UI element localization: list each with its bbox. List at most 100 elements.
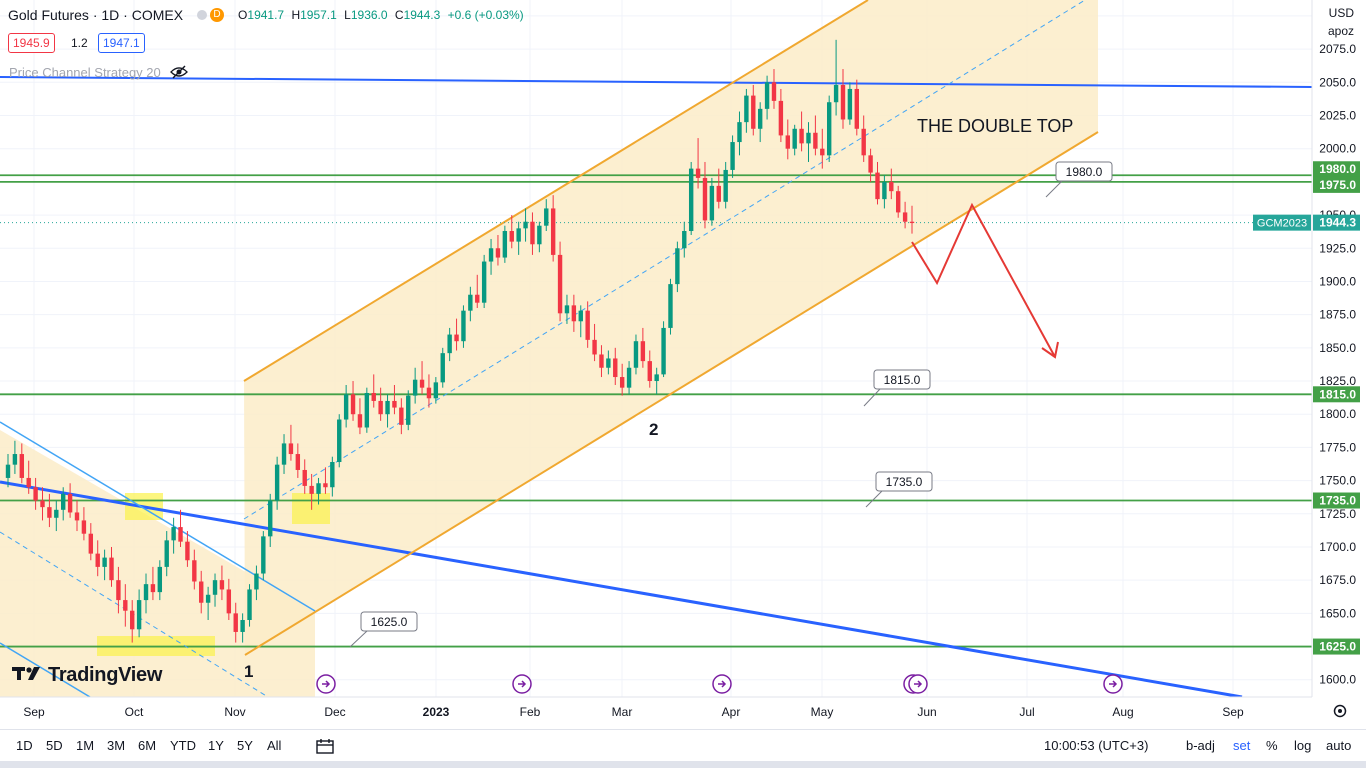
candle-body xyxy=(12,454,18,465)
range-button-ytd[interactable]: YTD xyxy=(170,738,196,753)
chart-header: Gold Futures · 1D · COMEX D O1941.7 H195… xyxy=(8,7,528,23)
spread-value: 1.2 xyxy=(71,36,88,50)
candle-body xyxy=(185,541,190,561)
scale-button-log[interactable]: log xyxy=(1294,738,1312,753)
price-tick-label: 1750.0 xyxy=(1319,474,1356,488)
annotation-text: 2 xyxy=(649,420,658,439)
ohlc-readout: O1941.7 H1957.1 L1936.0 C1944.3 +0.6 (+0… xyxy=(238,8,528,22)
level-tag: 1980.0 xyxy=(1319,162,1356,176)
highlight-zone xyxy=(292,493,330,524)
time-tick-label: May xyxy=(811,705,834,719)
candle-body xyxy=(895,191,901,213)
price-tick-label: 2000.0 xyxy=(1319,142,1356,156)
candle-body xyxy=(516,228,521,242)
delayed-badge[interactable]: D xyxy=(210,8,225,22)
time-tick-label: Jul xyxy=(1019,705,1034,719)
open-value: 1941.7 xyxy=(247,8,285,22)
candle-body xyxy=(302,469,307,486)
event-marker-arrow xyxy=(1109,680,1118,688)
range-button-1d[interactable]: 1D xyxy=(16,738,33,753)
callout-box xyxy=(875,471,933,492)
candle-body xyxy=(737,122,742,143)
time-tick-label: Sep xyxy=(23,705,45,719)
candle-body xyxy=(88,533,94,554)
range-button-6m[interactable]: 6M xyxy=(138,738,157,753)
candle-body xyxy=(550,208,556,255)
range-button-all[interactable]: All xyxy=(267,738,282,753)
candle-body xyxy=(461,310,466,342)
candle-body xyxy=(909,221,915,224)
annotation-text: 1 xyxy=(244,662,253,681)
range-button-1y[interactable]: 1Y xyxy=(208,738,224,753)
candle-body xyxy=(261,536,266,574)
indicator-legend[interactable]: Price Channel Strategy 20 xyxy=(9,65,189,80)
candle-body xyxy=(468,294,473,311)
candle-body xyxy=(205,594,211,603)
candle-body xyxy=(295,454,301,470)
eye-hidden-icon[interactable] xyxy=(170,65,189,79)
candle-body xyxy=(820,148,825,156)
currency-label[interactable]: USD xyxy=(1328,6,1354,20)
candle-body xyxy=(157,566,163,593)
scale-button-auto[interactable]: auto xyxy=(1326,738,1352,753)
candle-body xyxy=(378,400,383,415)
callout-box xyxy=(360,611,418,632)
range-button-5d[interactable]: 5D xyxy=(46,738,63,753)
scale-button-b-adj[interactable]: b-adj xyxy=(1186,738,1215,753)
tradingview-logo: TradingView xyxy=(12,664,162,687)
indicator-name: Price Channel Strategy 20 xyxy=(9,65,161,80)
candle-body xyxy=(419,379,425,388)
clock-time[interactable]: 10:00:53 (UTC+3) xyxy=(1044,738,1149,753)
time-tick-label: 2023 xyxy=(423,705,450,719)
low-value: 1936.0 xyxy=(350,8,388,22)
candle-body xyxy=(744,95,749,123)
candle-body xyxy=(695,168,701,178)
candle-body xyxy=(323,483,328,488)
scale-button-set[interactable]: set xyxy=(1233,738,1251,753)
projection-path xyxy=(911,202,1056,358)
level-tag: 1625.0 xyxy=(1319,640,1356,654)
time-tick-label: Apr xyxy=(722,705,741,719)
candle-body xyxy=(523,221,528,229)
up-channel-upper xyxy=(243,0,869,382)
candle-body xyxy=(889,181,894,192)
candle-body xyxy=(399,407,404,425)
high-value: 1957.1 xyxy=(300,8,337,22)
price-tick-label: 2025.0 xyxy=(1319,109,1356,123)
axis-settings-icon[interactable] xyxy=(1332,703,1348,722)
candle-body xyxy=(67,493,73,513)
range-button-1m[interactable]: 1M xyxy=(76,738,95,753)
range-button-3m[interactable]: 3M xyxy=(107,738,126,753)
candle-body xyxy=(123,600,128,611)
price-tick-label: 1850.0 xyxy=(1319,341,1356,355)
candle-body xyxy=(854,88,859,129)
candle-body xyxy=(192,560,197,582)
buy-price-button[interactable]: 1947.1 xyxy=(98,33,145,53)
candle-body xyxy=(475,294,480,303)
candle-body xyxy=(668,284,673,328)
candle-body xyxy=(709,185,715,221)
axis-mode-label[interactable]: apoz xyxy=(1327,24,1354,38)
candle-body xyxy=(785,135,790,149)
candle-body xyxy=(109,557,114,581)
axis-currency[interactable]: USD apoz xyxy=(1328,6,1354,38)
event-marker-arrow xyxy=(718,680,727,688)
candle-body xyxy=(537,225,542,245)
range-button-5y[interactable]: 5Y xyxy=(237,738,253,753)
candle-body xyxy=(136,600,142,630)
sell-price-button[interactable]: 1945.9 xyxy=(8,33,55,53)
candle-body xyxy=(254,573,259,590)
candle-body xyxy=(143,584,149,601)
level-tag: 1975.0 xyxy=(1319,178,1356,192)
low-label: L xyxy=(344,8,351,22)
price-tick-label: 1800.0 xyxy=(1319,407,1356,421)
candle-body xyxy=(530,221,535,245)
candle-body xyxy=(578,310,583,322)
date-range-icon[interactable] xyxy=(316,738,334,754)
scale-button-percent[interactable]: % xyxy=(1266,738,1278,753)
symbol-title[interactable]: Gold Futures · 1D · COMEX xyxy=(8,7,184,23)
candle-body xyxy=(840,84,846,120)
candle-body xyxy=(240,619,245,632)
candle-body xyxy=(330,462,335,488)
